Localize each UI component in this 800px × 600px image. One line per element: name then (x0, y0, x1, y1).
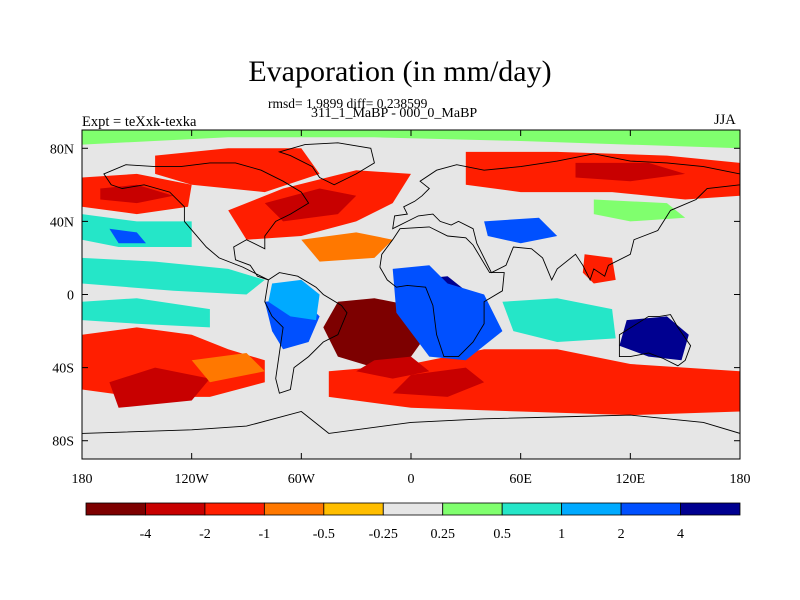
coastline-eurasia (392, 153, 740, 282)
colorbar-label: -0.25 (369, 527, 398, 542)
region-asia-green (593, 199, 686, 222)
colorbar-swatch (501, 502, 563, 516)
colorbar-label: 0.5 (493, 527, 511, 542)
stats-line: rmsd= 1.9899 diff= 0.238599 (268, 96, 428, 111)
x-tick-label: 180 (730, 472, 751, 487)
colorbar-swatch (561, 502, 622, 516)
colorbar-label: -1 (259, 527, 271, 542)
colorbar-swatch (85, 502, 146, 516)
field-fill (82, 130, 740, 459)
season-label: JJA (714, 112, 736, 128)
region-north-pacific-blue (109, 228, 146, 244)
coastline-south-america (264, 272, 348, 394)
map-title: Evaporation (in mm/day) (248, 55, 552, 88)
region-south-pacific-cyan (82, 298, 210, 328)
colorbar-swatch (145, 502, 206, 516)
experiment-label: Expt = teXxk-texka (82, 114, 197, 130)
colorbar-label: 2 (618, 527, 625, 542)
region-south-pacific-dark (109, 367, 210, 408)
region-canada-red (155, 148, 320, 193)
x-tick-label: 180 (72, 472, 93, 487)
coastline-antarctica (82, 411, 740, 459)
colorbar-swatch (680, 502, 741, 516)
coastlines (82, 142, 740, 459)
colorbar-swatch (442, 502, 503, 516)
colorbar-swatch (620, 502, 681, 516)
region-amazon-cyan (268, 279, 320, 321)
colorbar-label: -0.5 (313, 527, 335, 542)
y-tick-label: 40S (52, 362, 74, 377)
y-tick-label: 40N (50, 215, 74, 230)
region-southern-ocean-dark (392, 367, 485, 397)
region-arctic-green (82, 130, 740, 149)
x-tick-label: 60W (288, 472, 316, 487)
y-tick-label: 0 (67, 289, 74, 304)
region-indian-ocean-cyan (502, 298, 616, 342)
colorbar-label: 4 (677, 527, 684, 542)
coastline-greenland (277, 142, 375, 186)
colorbar-swatch (382, 502, 444, 516)
region-africa-blue-ring (392, 265, 503, 361)
coastline-north-america (103, 162, 310, 281)
coastline-australia (618, 314, 692, 367)
colorbar-label: -2 (199, 527, 211, 542)
colorbar-label: 0.25 (430, 527, 455, 542)
map-subtitle: 311_1_MaBP - 000_0_MaBP (311, 106, 478, 121)
region-south-atlantic-red (356, 356, 430, 379)
y-tick-label: 80S (52, 435, 74, 450)
axes: 180 120W 60W 0 60E 120E 180 80N 40N 0 40S 80S (50, 130, 751, 487)
region-north-pacific-cyan (82, 214, 192, 247)
colorbar-swatch (204, 502, 265, 516)
region-north-atlantic-orange (301, 232, 393, 262)
coastline-africa (379, 226, 505, 358)
colorbar-swatch (323, 502, 384, 516)
region-asia-blue (484, 217, 558, 244)
region-north-pacific-dark (100, 184, 174, 204)
colorbar: -4 -2 -1 -0.5 -0.25 0.25 0.5 1 2 4 (85, 502, 741, 542)
x-tick-label: 0 (408, 472, 415, 487)
colorbar-label: -4 (140, 527, 152, 542)
region-east-pacific-orange (191, 353, 265, 383)
x-tick-label: 120W (175, 472, 210, 487)
x-tick-label: 120E (616, 472, 646, 487)
colorbar-label: 1 (558, 527, 565, 542)
colorbar-swatch (263, 502, 325, 516)
x-tick-label: 60E (509, 472, 532, 487)
region-eurasia-dark (575, 162, 686, 182)
region-north-atlantic-dark (264, 188, 357, 222)
region-tropical-pacific-cyan (82, 257, 265, 295)
region-southern-ocean-red (328, 349, 740, 416)
y-tick-label: 80N (50, 142, 74, 157)
region-australia-dark-blue (619, 316, 689, 361)
